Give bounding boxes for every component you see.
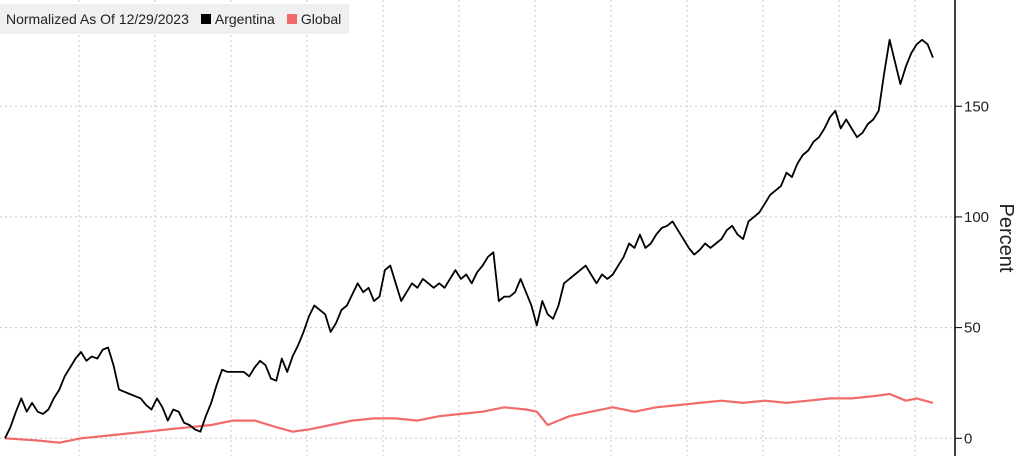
grid (0, 0, 955, 456)
legend-swatch-argentina (200, 14, 211, 24)
y-axis-label: Percent (995, 204, 1017, 273)
y-tick-label: 150 (964, 98, 989, 115)
legend-item-global: Global (286, 11, 342, 27)
y-tick-labels: 0 50 100 150 (955, 98, 989, 447)
legend-label-argentina: Argentina (214, 11, 275, 27)
chart-title: Normalized As Of 12/29/2023 (6, 11, 189, 27)
legend-swatch-global (286, 14, 297, 24)
y-tick-label: 50 (964, 320, 981, 337)
y-tick-label: 0 (964, 430, 972, 447)
series-line-argentina (4, 38, 934, 439)
legend-label-global: Global (300, 11, 342, 27)
series-line-global (4, 392, 934, 444)
series-group (4, 38, 934, 444)
y-tick-label: 100 (964, 209, 989, 226)
legend: Normalized As Of 12/29/2023 Argentina Gl… (0, 4, 350, 34)
legend-item-argentina: Argentina (200, 11, 275, 27)
